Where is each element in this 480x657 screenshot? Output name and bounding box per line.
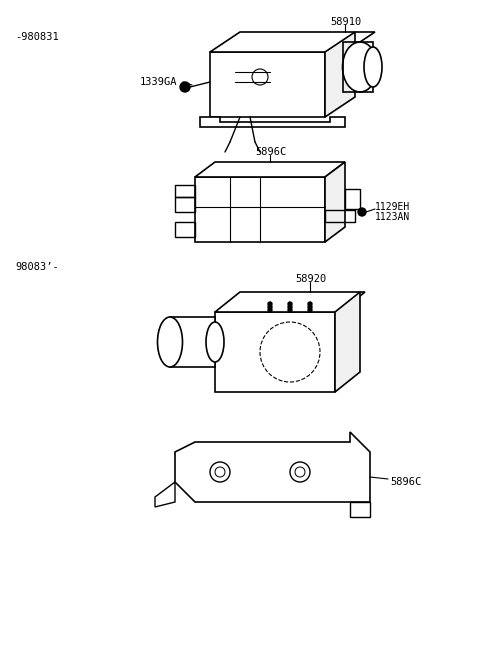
Circle shape: [252, 69, 268, 85]
Text: 5896C: 5896C: [390, 477, 421, 487]
Text: 58920: 58920: [295, 274, 326, 284]
Polygon shape: [210, 32, 375, 52]
Polygon shape: [200, 117, 345, 127]
Polygon shape: [195, 162, 345, 177]
Bar: [195, 177, 325, 242]
Circle shape: [308, 305, 312, 309]
Circle shape: [215, 467, 225, 477]
Bar: [343, 42, 373, 92]
Bar: [325, 210, 355, 222]
Text: 58910: 58910: [330, 17, 361, 27]
Polygon shape: [175, 432, 370, 502]
Circle shape: [358, 208, 366, 216]
Bar: [215, 312, 335, 392]
Polygon shape: [170, 317, 215, 367]
Circle shape: [295, 467, 305, 477]
Text: 1129EH: 1129EH: [375, 202, 410, 212]
Circle shape: [308, 308, 312, 312]
Ellipse shape: [157, 317, 182, 367]
Bar: [345, 189, 360, 209]
Circle shape: [268, 308, 272, 312]
Ellipse shape: [343, 42, 377, 92]
Polygon shape: [350, 502, 370, 517]
Polygon shape: [215, 292, 365, 312]
Circle shape: [180, 82, 190, 92]
Circle shape: [290, 462, 310, 482]
Ellipse shape: [206, 322, 224, 362]
Text: 5896C: 5896C: [255, 147, 286, 157]
Bar: [175, 185, 195, 197]
Bar: [175, 197, 195, 212]
Polygon shape: [325, 162, 345, 242]
Circle shape: [308, 302, 312, 306]
Ellipse shape: [364, 47, 382, 87]
Circle shape: [288, 302, 292, 306]
Text: -980831: -980831: [15, 32, 59, 42]
Polygon shape: [325, 32, 355, 117]
Polygon shape: [335, 292, 360, 392]
Text: 98083’-: 98083’-: [15, 262, 59, 272]
Text: 1339GA: 1339GA: [140, 77, 178, 87]
Circle shape: [288, 308, 292, 312]
Circle shape: [210, 462, 230, 482]
Text: 1123AN: 1123AN: [375, 212, 410, 222]
Bar: [175, 222, 195, 237]
Circle shape: [288, 305, 292, 309]
Circle shape: [268, 305, 272, 309]
Circle shape: [268, 302, 272, 306]
Bar: [210, 52, 325, 117]
Polygon shape: [155, 482, 175, 507]
